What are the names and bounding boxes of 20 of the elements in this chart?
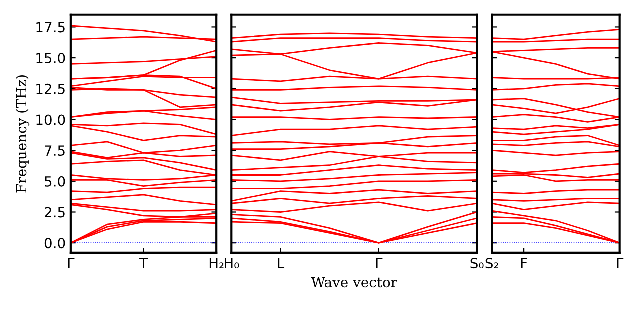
- x-tick-label: F: [521, 258, 528, 268]
- x-tick-label: H₀: [224, 258, 240, 269]
- y-tick-label: 10.0: [36, 114, 66, 126]
- y-tick-label: 12.5: [36, 84, 65, 94]
- x-tick-label: T: [139, 258, 148, 268]
- x-tick-label: Γ: [68, 258, 75, 268]
- x-tick-label: Γ: [617, 258, 624, 268]
- x-tick-label: S₀: [470, 258, 484, 269]
- x-tick-label: S₂: [486, 258, 498, 269]
- y-tick-label: 17.5: [36, 22, 65, 33]
- y-tick-label: 7.5: [45, 146, 65, 156]
- y-tick-label: 2.5: [45, 207, 65, 218]
- x-axis-title: Wave vector: [311, 277, 398, 288]
- y-tick-label: 5.0: [45, 176, 66, 187]
- x-tick-label: L: [278, 258, 285, 268]
- y-tick-label: 15.0: [36, 53, 66, 64]
- y-tick-label: 0.0: [44, 238, 66, 249]
- x-tick-label: Γ: [376, 258, 383, 268]
- x-tick-label: H₂: [210, 258, 224, 268]
- y-axis-title: Frequency (THz): [16, 75, 30, 193]
